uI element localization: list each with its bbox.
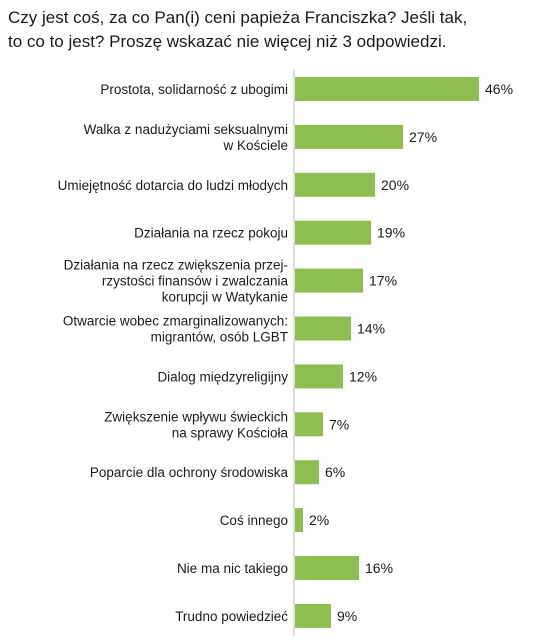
bar-9 [295,508,303,533]
value-label-3: 19% [377,225,405,241]
value-label-8: 6% [325,464,345,480]
category-label-11: Trudno powiedzieć [175,609,288,624]
category-label-line: na sprawy Kościoła [172,425,289,440]
bar-8 [295,460,319,485]
category-label-line: Działania na rzecz zwiększenia przej- [64,258,288,273]
category-label-3: Działania na rzecz pokoju [134,226,288,241]
category-label-line: korupcji w Watykanie [162,290,288,305]
category-label-8: Poparcie dla ochrony środowiska [90,465,289,480]
bar-2 [295,172,375,197]
category-label-4: Działania na rzecz zwiększenia przej-rzy… [64,258,289,305]
category-label-5: Otwarcie wobec zmarginalizowanych: migran… [63,314,288,345]
category-label-line: Nie ma nic takiego [177,561,288,576]
category-label-line: Dialog międzyreligijny [157,369,288,384]
category-label-line: Walka z nadużyciami seksualnymi [84,122,288,137]
bar-1 [295,124,403,149]
category-label-7: Zwiększenie wpływu świeckich na sprawy Ko… [104,409,288,440]
value-label-6: 12% [349,368,377,384]
bar-0 [295,77,479,101]
category-label-9: Coś innego [220,513,288,528]
category-label-line: Prostota, solidarność z ubogimi [100,82,288,97]
category-label-line: Trudno powiedzieć [175,609,288,624]
value-label-11: 9% [337,608,357,624]
value-label-10: 16% [365,560,393,576]
category-label-6: Dialog międzyreligijny [157,369,288,384]
category-label-line: Coś innego [220,513,288,528]
value-label-2: 20% [381,177,409,193]
bar-7 [295,412,323,437]
category-label-line: migrantów, osób LGBT [151,330,288,345]
category-label-2: Umiejętność dotarcia do ludzi młodych [58,178,288,193]
value-label-0: 46% [485,81,513,97]
bar-10 [295,556,359,580]
bar-5 [295,316,351,341]
bar-6 [295,364,343,389]
category-label-line: Otwarcie wobec zmarginalizowanych: [63,314,288,329]
value-label-7: 7% [329,416,349,432]
category-label-line: Zwiększenie wpływu świeckich [104,409,288,424]
bar-11 [295,603,331,628]
value-label-5: 14% [357,321,385,337]
category-label-line: Umiejętność dotarcia do ludzi młodych [58,178,288,193]
chart-title: Czy jest coś, za co Pan(i) ceni papieża … [8,8,468,51]
category-label-line: Działania na rzecz pokoju [134,226,288,241]
category-label-line: w Kościele [222,138,288,153]
value-label-4: 17% [369,273,397,289]
value-label-9: 2% [309,512,329,528]
category-label-0: Prostota, solidarność z ubogimi [100,82,288,97]
category-label-line: Poparcie dla ochrony środowiska [90,465,289,480]
category-label-1: Walka z nadużyciami seksualnymi w Kościel… [84,122,288,153]
category-label-10: Nie ma nic takiego [177,561,288,576]
value-label-1: 27% [409,129,437,145]
bar-4 [295,268,363,293]
bar-3 [295,220,371,245]
category-label-line: rzystości finansów i zwalczania [102,274,289,289]
